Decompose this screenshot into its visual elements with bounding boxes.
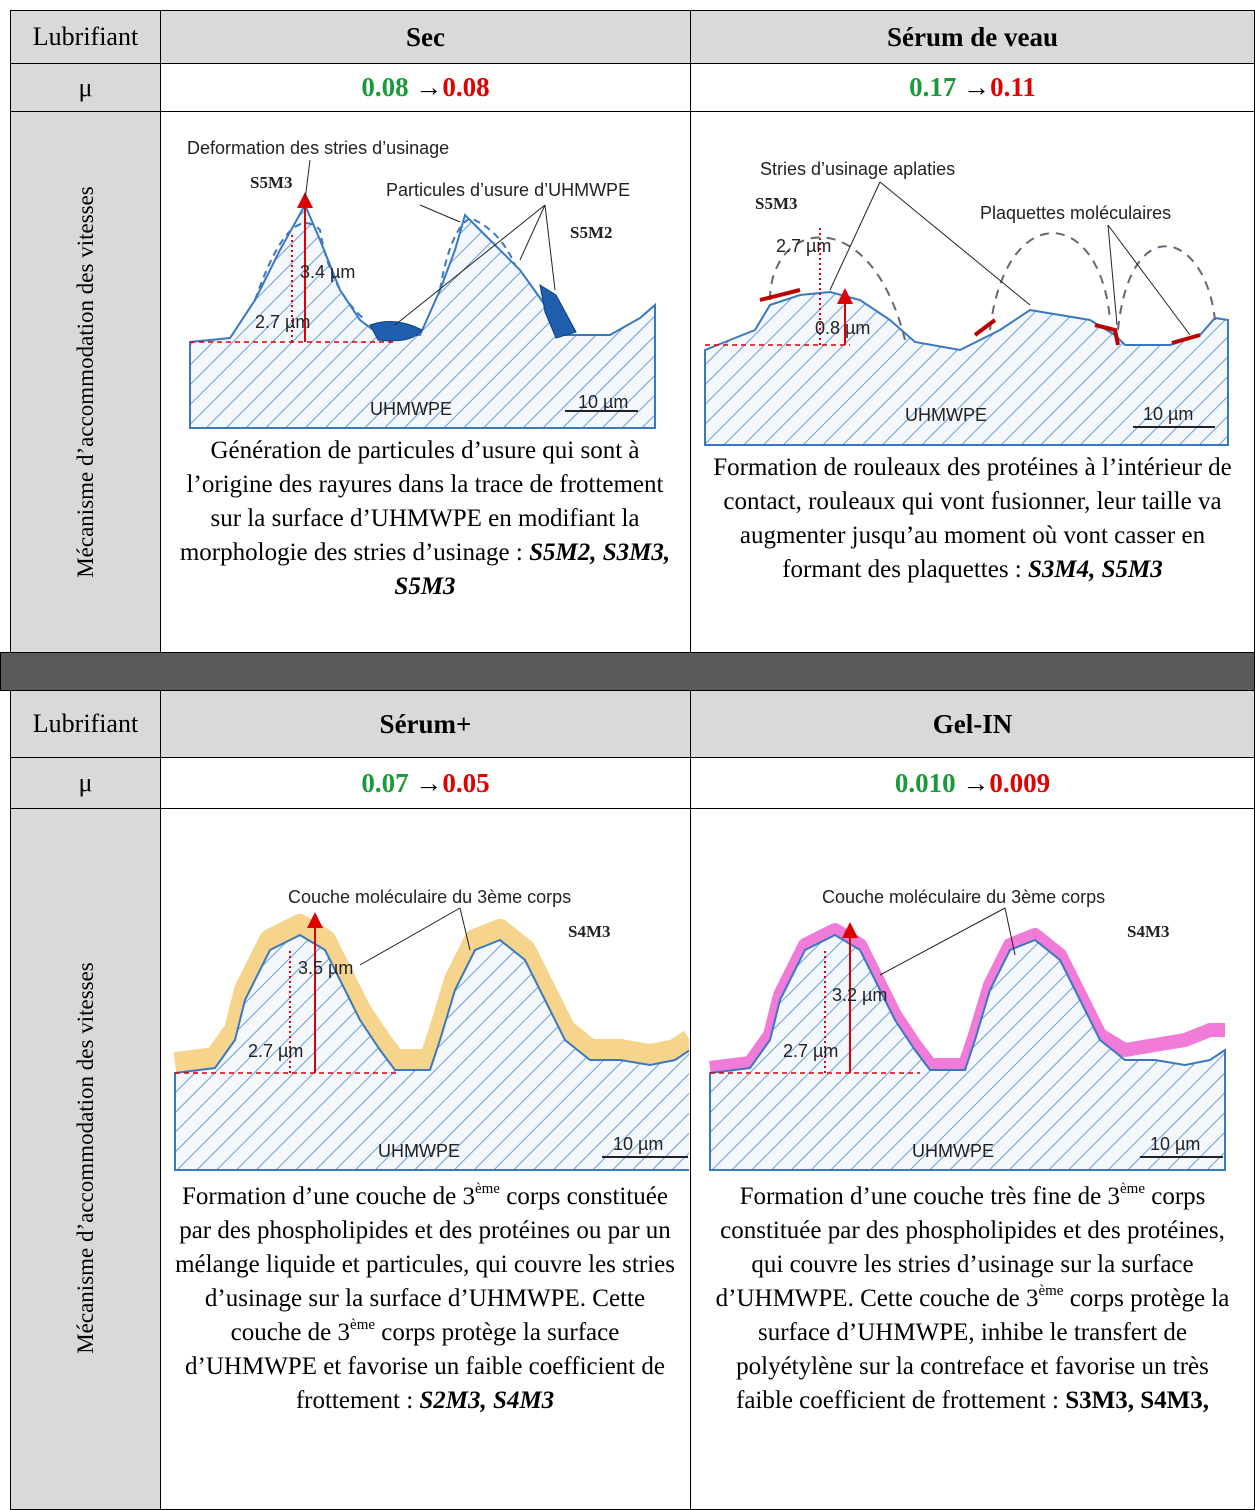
uhmwpe-profile: [174, 933, 689, 1171]
height-label: 2.7 µm: [255, 312, 310, 332]
column-header: Sérum+: [160, 690, 691, 758]
callout: Couche moléculaire du 3ème corps: [288, 887, 571, 907]
third-body-layer: [709, 923, 1225, 1075]
mu-from: 0.17: [909, 72, 957, 102]
callout-line: [829, 181, 1191, 336]
header-label: Lubrifiant: [10, 10, 161, 64]
sample: S5M2: [570, 223, 613, 242]
mu-from: 0.010: [894, 767, 956, 798]
description-part: ème: [474, 1181, 500, 1197]
column-header: Gel-IN: [690, 690, 1255, 758]
uhmwpe-profile: [189, 202, 656, 429]
mu-to: 0.009: [989, 767, 1051, 798]
column-header: Sérum de veau: [690, 10, 1255, 64]
height-label: 2.7 µm: [248, 1041, 303, 1061]
uhmwpe-profile: [704, 290, 1229, 446]
material: UHMWPE: [378, 1141, 460, 1161]
sample: S5M3: [755, 194, 798, 213]
material: UHMWPE: [912, 1141, 994, 1161]
scale-label: 10 µm: [613, 1134, 663, 1154]
height-label: 3.4 µm: [300, 262, 355, 282]
original-profile: [769, 232, 1216, 341]
description-part: corps protège la surface d’UHMWPE, inhib…: [736, 1285, 1230, 1414]
material: UHMWPE: [370, 399, 452, 419]
description-part: corps constituée par des phospholipides …: [175, 1183, 675, 1346]
mechanism-label-cell: [10, 111, 161, 653]
header-label: Lubrifiant: [10, 690, 161, 758]
scale-label: 10 µm: [1150, 1134, 1200, 1154]
height-label: 0.8 µm: [815, 318, 870, 338]
mechanism-label-cell: [10, 808, 161, 1510]
description-part: ème: [1120, 1181, 1145, 1197]
sample: S5M3: [250, 173, 293, 192]
height-label: 2.7 µm: [776, 236, 831, 256]
mu-arrow: →: [415, 72, 443, 102]
description-part: Formation d’une couche de 3: [182, 1183, 475, 1210]
material: UHMWPE: [905, 405, 987, 425]
callout: Particules d’usure d’UHMWPE: [386, 180, 630, 200]
height-label: 2.7 µm: [783, 1041, 838, 1061]
description-part: ème: [350, 1317, 376, 1333]
diagram: Couche moléculaire du 3ème corps S4M3 3.…: [709, 887, 1226, 1171]
description-part: Formation de rouleaux des protéines à l’…: [713, 454, 1232, 583]
scale-label: 10 µm: [1143, 404, 1193, 424]
third-body-layer: [173, 914, 689, 1074]
mu-arrow: →: [963, 72, 991, 102]
mu-label: μ: [10, 757, 161, 809]
mechanism-label: Mécanisme d’accommodation des vitesses: [73, 962, 98, 1354]
height-label: 3.2 µm: [832, 985, 887, 1005]
description-part: Génération de particules d’usure qui son…: [179, 437, 664, 566]
description-part: Formation d’une couche très fine de 3: [739, 1183, 1121, 1210]
callout: Plaquettes moléculaires: [980, 203, 1171, 223]
diagram: Stries d’usinage aplaties Plaquettes mol…: [704, 159, 1229, 446]
mu-from: 0.07: [361, 767, 409, 798]
diagram: Deformation des stries d’usinage Particu…: [187, 138, 656, 429]
description-part: S2M3, S4M3: [419, 1387, 555, 1414]
height-label: 3.5 µm: [298, 958, 353, 978]
description-part: corps protège la surface d’UHMWPE et fav…: [185, 1319, 665, 1414]
mu-arrow: →: [962, 767, 990, 798]
mu-arrow: →: [415, 767, 443, 798]
description: Formation de rouleaux des protéines à l’…: [700, 451, 1245, 587]
description-part: ème: [1038, 1283, 1064, 1299]
wear-particle: [369, 283, 577, 342]
callout-line: [879, 907, 1016, 976]
mu-to: 0.05: [442, 767, 490, 798]
sample: S4M3: [1127, 922, 1170, 941]
description-part: corps constituée par des phospholipides …: [715, 1183, 1225, 1312]
diagram: Couche moléculaire du 3ème corps S4M3 3.…: [173, 887, 689, 1171]
callout-line: [304, 159, 556, 326]
description-part: S3M4, S5M3: [1028, 556, 1163, 583]
mu-label: μ: [10, 63, 161, 112]
callout: Couche moléculaire du 3ème corps: [822, 887, 1105, 907]
mechanism-label: Mécanisme d’accommodation des vitesses: [73, 186, 98, 578]
scale-label: 10 µm: [578, 392, 628, 412]
original-profile: [254, 216, 516, 321]
sample: S4M3: [568, 922, 611, 941]
mu-to: 0.11: [990, 72, 1036, 102]
description: Formation d’une couche très fine de 3ème…: [705, 1180, 1240, 1418]
column-header: Sec: [160, 10, 691, 64]
description: Génération de particules d’usure qui son…: [170, 434, 680, 604]
mu-value: 0.07 → 0.05: [160, 757, 691, 809]
description-part: S5M2, S3M3, S5M3: [394, 539, 671, 600]
callout-line: [359, 907, 471, 966]
separator: [0, 652, 1255, 691]
mu-from: 0.08: [361, 72, 409, 102]
uhmwpe-profile: [709, 933, 1226, 1171]
callout: Deformation des stries d’usinage: [187, 138, 449, 158]
mu-to: 0.08: [442, 72, 490, 102]
mu-value: 0.010 → 0.009: [690, 757, 1255, 809]
mu-value: 0.17 → 0.11: [690, 63, 1255, 112]
mu-value: 0.08 → 0.08: [160, 63, 691, 112]
callout: Stries d’usinage aplaties: [760, 159, 955, 179]
platelet: [759, 288, 1201, 346]
description-part: S3M3, S4M3,: [1065, 1387, 1209, 1414]
description: Formation d’une couche de 3ème corps con…: [170, 1180, 680, 1418]
